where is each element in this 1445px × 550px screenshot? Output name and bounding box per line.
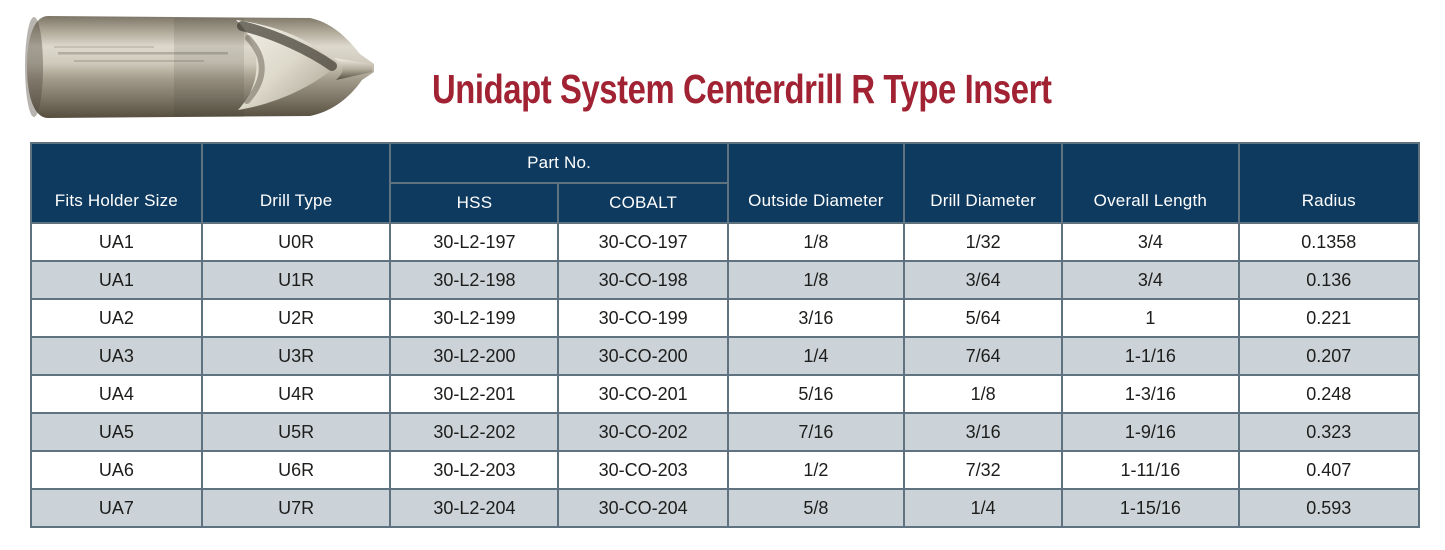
table-cell: 30-L2-199 <box>389 298 560 338</box>
table-cell: 30-L2-204 <box>389 488 560 528</box>
table-body: UA1 U0R 30-L2-197 30-CO-197 1/8 1/32 3/4 0.1358… <box>30 222 1420 528</box>
table-cell: 5/8 <box>726 488 906 528</box>
header-fits-holder-size: Fits Holder Size <box>30 142 203 224</box>
table-row: UA2 U2R 30-L2-199 30-CO-199 3/16 5/64 1 0.221 <box>30 298 1420 338</box>
table-cell: 0.593 <box>1237 488 1420 528</box>
table-cell: 3/64 <box>903 260 1064 300</box>
header-row-sub: HSS COBALT <box>31 182 1419 224</box>
table-cell: 30-L2-200 <box>389 336 560 376</box>
table-cell: 30-L2-203 <box>389 450 560 490</box>
table-cell: 30-CO-203 <box>557 450 729 490</box>
table-row: UA6 U6R 30-L2-203 30-CO-203 1/2 7/32 1-11/16 0.… <box>30 450 1420 490</box>
table-cell: 7/16 <box>726 412 906 452</box>
table-cell: UA3 <box>30 336 203 376</box>
table-cell: 3/4 <box>1061 222 1240 262</box>
header-hss: HSS <box>389 182 560 224</box>
table-header: Fits Holder Size Drill Type Part No. Out… <box>30 142 1420 224</box>
table-cell: 30-CO-200 <box>557 336 729 376</box>
table-cell: 1/2 <box>726 450 906 490</box>
table-cell: U1R <box>200 260 392 300</box>
table-cell: 7/64 <box>903 336 1064 376</box>
table-cell: 3/16 <box>726 298 906 338</box>
table-row: UA3 U3R 30-L2-200 30-CO-200 1/4 7/64 1-1/16 0.2… <box>30 336 1420 376</box>
header-part-no-group: Part No. <box>389 142 729 184</box>
table-cell: UA6 <box>30 450 203 490</box>
header-radius: Radius <box>1237 142 1420 224</box>
table-cell: UA5 <box>30 412 203 452</box>
table-cell: U7R <box>200 488 392 528</box>
table-cell: U5R <box>200 412 392 452</box>
table-cell: U0R <box>200 222 392 262</box>
table-cell: 1/8 <box>903 374 1064 414</box>
header-cobalt: COBALT <box>557 182 729 224</box>
table-cell: UA1 <box>30 260 203 300</box>
table-cell: UA4 <box>30 374 203 414</box>
table-cell: 5/64 <box>903 298 1064 338</box>
table-cell: 1-11/16 <box>1061 450 1240 490</box>
table-cell: 0.248 <box>1237 374 1420 414</box>
table-cell: 5/16 <box>726 374 906 414</box>
table-cell: 30-CO-199 <box>557 298 729 338</box>
table-cell: 0.136 <box>1237 260 1420 300</box>
table-cell: 30-CO-197 <box>557 222 729 262</box>
table-cell: 30-L2-201 <box>389 374 560 414</box>
table-cell: 3/16 <box>903 412 1064 452</box>
table-cell: 0.323 <box>1237 412 1420 452</box>
table-cell: 30-CO-204 <box>557 488 729 528</box>
table-row: UA1 U0R 30-L2-197 30-CO-197 1/8 1/32 3/4 0.1358 <box>30 222 1420 262</box>
header-overall-length: Overall Length <box>1061 142 1240 224</box>
table-cell: 1-9/16 <box>1061 412 1240 452</box>
header-drill-type: Drill Type <box>200 142 392 224</box>
table-cell: 1-3/16 <box>1061 374 1240 414</box>
table-cell: 30-L2-202 <box>389 412 560 452</box>
table-cell: 7/32 <box>903 450 1064 490</box>
table-cell: U2R <box>200 298 392 338</box>
table-cell: 1/32 <box>903 222 1064 262</box>
drill-tip <box>334 58 372 80</box>
table-cell: 1/8 <box>726 222 906 262</box>
table-cell: U3R <box>200 336 392 376</box>
header-drill-diameter: Drill Diameter <box>903 142 1064 224</box>
table-cell: 30-L2-197 <box>389 222 560 262</box>
drill-left-cap-shade <box>25 17 43 117</box>
table-cell: 1 <box>1061 298 1240 338</box>
drill-flute <box>236 20 336 110</box>
header-outside-diameter: Outside Diameter <box>726 142 906 224</box>
table-row: UA1 U1R 30-L2-198 30-CO-198 1/8 3/64 3/4 0.136 <box>30 260 1420 300</box>
table-cell: 30-CO-202 <box>557 412 729 452</box>
table-cell: 30-CO-201 <box>557 374 729 414</box>
table-cell: 0.407 <box>1237 450 1420 490</box>
table-cell: UA1 <box>30 222 203 262</box>
table-cell: 0.207 <box>1237 336 1420 376</box>
table-cell: 1-1/16 <box>1061 336 1240 376</box>
table-cell: UA7 <box>30 488 203 528</box>
spec-table: Fits Holder Size Drill Type Part No. Out… <box>30 142 1420 528</box>
table-cell: 30-CO-198 <box>557 260 729 300</box>
table-cell: 30-L2-198 <box>389 260 560 300</box>
table-cell: U4R <box>200 374 392 414</box>
header-row-group: Fits Holder Size Drill Type Part No. Out… <box>30 142 1420 224</box>
table-cell: 3/4 <box>1061 260 1240 300</box>
page-title: Unidapt System Centerdrill R Type Insert <box>432 66 1052 113</box>
table-cell: 1/4 <box>903 488 1064 528</box>
table-cell: 1/4 <box>726 336 906 376</box>
table-cell: 0.1358 <box>1237 222 1420 262</box>
table-cell: 1/8 <box>726 260 906 300</box>
table-row: UA4 U4R 30-L2-201 30-CO-201 5/16 1/8 1-3/16 0.2… <box>30 374 1420 414</box>
centerdrill-product-image <box>25 16 374 118</box>
table-cell: UA2 <box>30 298 203 338</box>
table-cell: U6R <box>200 450 392 490</box>
table-row: UA7 U7R 30-L2-204 30-CO-204 5/8 1/4 1-15/16 0.5… <box>30 488 1420 528</box>
table-cell: 0.221 <box>1237 298 1420 338</box>
table-row: UA5 U5R 30-L2-202 30-CO-202 7/16 3/16 1-9/16 0.… <box>30 412 1420 452</box>
table-cell: 1-15/16 <box>1061 488 1240 528</box>
